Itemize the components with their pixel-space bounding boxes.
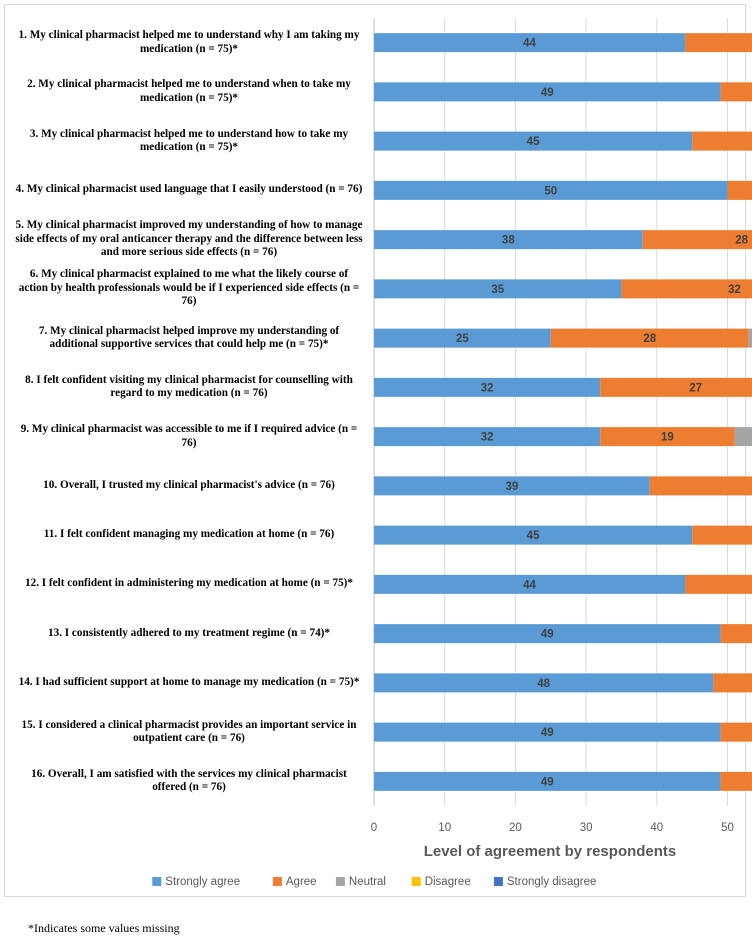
data-label: 49 [541,87,554,99]
bar-segment [374,230,643,250]
bar-segment [374,624,721,644]
question-label: 16. Overall, I am satisfied with the ser… [31,767,347,794]
bar-segment [685,574,752,594]
question-label: 13. I consistently adhered to my treatme… [48,626,330,639]
bar-segment [374,131,693,151]
legend-swatch [411,877,421,886]
bar-segment [720,771,752,791]
bar-segment [692,131,752,151]
data-label: 39 [505,481,518,493]
question-label: 9. My clinical pharmacist was accessible… [20,423,358,449]
x-tick-label: 10 [438,822,451,834]
bar-segment [621,279,752,299]
bar-segment [692,525,752,545]
data-label: 25 [456,333,469,345]
data-label: 32 [481,382,494,394]
bar-segment [374,673,714,693]
data-label: 35 [491,284,504,296]
data-label: 50 [544,185,557,197]
data-label: 45 [527,136,540,148]
question-label: 3. My clinical pharmacist helped me to u… [29,127,349,154]
data-label: 32 [481,432,494,444]
bar-segment [734,427,752,447]
question-label: 14. I had sufficient support at home to … [18,675,360,688]
x-tick-label: 0 [371,822,377,834]
question-label: 1. My clinical pharmacist helped me to u… [18,29,360,55]
data-label: 28 [735,235,748,247]
x-axis-title: Level of agreement by respondents [424,843,677,860]
data-label: 19 [661,432,674,444]
data-label: 49 [541,629,554,641]
question-label: 4. My clinical pharmacist used language … [15,183,363,196]
legend-swatch [152,877,162,886]
question-label: 10. Overall, I trusted my clinical pharm… [43,478,335,491]
footnote: *Indicates some values missing [28,921,180,935]
bar-segment [374,33,686,53]
bar-segment [374,476,650,496]
bar-segment [720,624,752,644]
legend-label: Strongly agree [165,876,240,888]
bar-segment [374,328,551,348]
stacked-bar-chart: 4424704921311452261150260382890135326212… [152,18,752,888]
question-label: 12. I felt confident in administering my… [25,577,353,590]
bar-segment [642,230,752,250]
bar-segment [374,279,622,299]
x-tick-label: 40 [650,822,663,834]
legend-label: Agree [286,876,317,888]
bar-segment [550,328,749,348]
bar-segment [720,722,752,742]
bar-segment [374,82,721,102]
bar-segment [374,377,601,397]
data-label: 49 [541,776,554,788]
question-label: 15. I considered a clinical pharmacist p… [21,718,357,745]
legend-swatch [272,877,282,886]
x-tick-label: 50 [721,822,734,834]
data-label: 28 [643,333,656,345]
data-label: 45 [527,530,540,542]
bar-segment [374,525,693,545]
bar-segment [720,82,752,102]
bar-segment [727,180,752,200]
bar-segment [713,673,752,693]
bar-segment [600,427,735,447]
question-label: 6. My clinical pharmacist explained to m… [18,268,360,308]
legend-label: Strongly disagree [507,876,597,888]
legend-label: Disagree [425,876,471,888]
x-tick-label: 20 [509,822,522,834]
bar-segment [374,180,728,200]
question-label: 5. My clinical pharmacist improved my un… [15,219,363,259]
data-label: 38 [502,235,515,247]
bar-segment [649,476,752,496]
chart-frame [4,4,746,897]
legend-swatch [335,877,345,886]
question-label: 11. I felt confident managing my medicat… [43,528,335,541]
data-label: 49 [541,727,554,739]
question-label: 7. My clinical pharmacist helped improve… [38,324,340,351]
legend-label: Neutral [349,876,386,888]
bar-segment [374,771,721,791]
bar-segment [600,377,752,397]
legend-swatch [493,877,503,886]
data-label: 32 [728,284,741,296]
data-label: 44 [523,579,536,591]
data-label: 44 [523,38,536,50]
question-label: 8. I felt confident visiting my clinical… [25,373,353,400]
x-tick-label: 30 [580,822,593,834]
bar-segment [685,33,752,53]
bar-segment [748,328,752,348]
bar-segment [374,427,601,447]
bar-segment [374,574,686,594]
question-label: 2. My clinical pharmacist helped me to u… [27,78,351,104]
bar-segment [374,722,721,742]
data-label: 27 [689,382,702,394]
data-label: 48 [537,678,550,690]
